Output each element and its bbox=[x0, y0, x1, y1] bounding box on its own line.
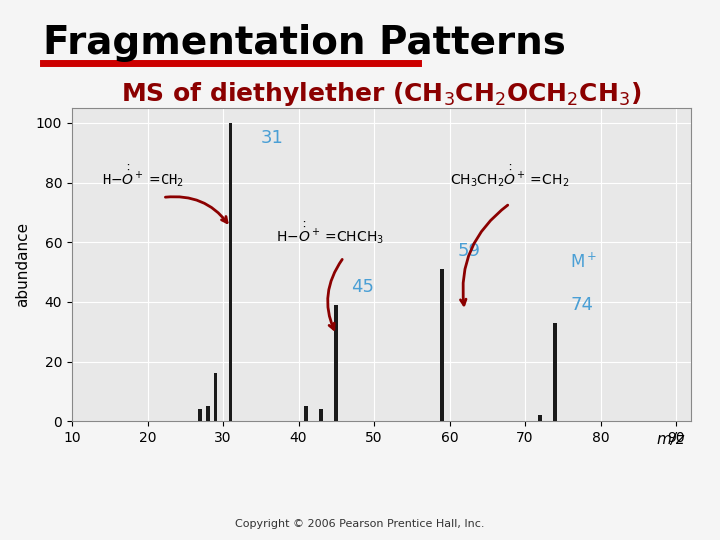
Bar bbox=[214, 374, 217, 421]
Text: CH$_3$CH$_2$$\dot{\dot{O}}^+$$=\!$CH$_2$: CH$_3$CH$_2$$\dot{\dot{O}}^+$$=\!$CH$_2$ bbox=[449, 164, 569, 190]
Bar bbox=[229, 123, 233, 421]
Text: 45: 45 bbox=[351, 278, 374, 296]
Bar bbox=[319, 409, 323, 421]
Text: M$^+$: M$^+$ bbox=[570, 253, 598, 272]
Text: Copyright © 2006 Pearson Prentice Hall, Inc.: Copyright © 2006 Pearson Prentice Hall, … bbox=[235, 519, 485, 529]
Bar bbox=[304, 406, 308, 421]
Text: m/z: m/z bbox=[656, 432, 684, 447]
Bar bbox=[539, 415, 542, 421]
Text: 74: 74 bbox=[570, 296, 593, 314]
Bar bbox=[554, 323, 557, 421]
Bar bbox=[206, 406, 210, 421]
Text: Fragmentation Patterns: Fragmentation Patterns bbox=[43, 24, 566, 62]
Text: H$-\dot{\dot{O}}^+$$=\!$CHCH$_3$: H$-\dot{\dot{O}}^+$$=\!$CHCH$_3$ bbox=[276, 220, 384, 246]
Text: H$-\dot{\dot{O}}^+$$=\!$CH$_2$: H$-\dot{\dot{O}}^+$$=\!$CH$_2$ bbox=[102, 164, 184, 190]
Bar bbox=[440, 269, 444, 421]
Y-axis label: abundance: abundance bbox=[15, 222, 30, 307]
Text: 59: 59 bbox=[457, 242, 480, 260]
Bar bbox=[334, 305, 338, 421]
Text: 31: 31 bbox=[261, 129, 284, 147]
Text: MS of diethylether (CH$_3$CH$_2$OCH$_2$CH$_3$): MS of diethylether (CH$_3$CH$_2$OCH$_2$C… bbox=[122, 80, 642, 109]
Bar bbox=[199, 409, 202, 421]
